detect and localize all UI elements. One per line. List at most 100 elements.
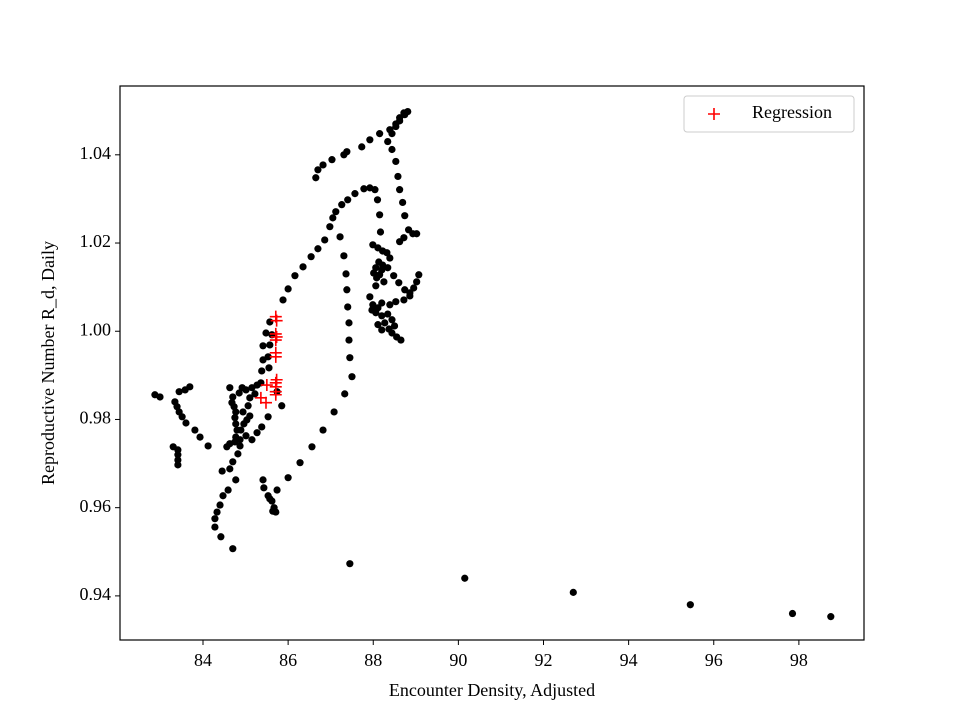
point [384,137,392,146]
point [351,190,359,198]
point [338,201,346,209]
point [279,296,287,304]
y-tick-label: 1.04 [80,143,112,163]
point [374,321,382,329]
plus-marker [270,330,283,343]
point [366,136,374,144]
point [358,143,366,151]
point [390,272,398,280]
point [314,245,322,253]
x-axis-label: Encounter Density, Adjusted [389,680,595,700]
point [156,393,164,401]
point [394,172,402,181]
point [264,353,272,361]
point [246,394,254,402]
y-tick-label: 0.98 [80,408,112,428]
point [248,436,256,444]
point [410,284,418,292]
point [178,413,186,421]
legend-label: Regression [752,102,832,122]
point [396,117,404,125]
point [232,420,240,428]
plus-marker [269,350,282,363]
point [226,384,234,392]
point [213,508,221,516]
point [383,249,391,257]
point [259,476,267,484]
point [251,390,259,398]
point [216,501,224,509]
point [296,459,304,467]
point [314,166,322,174]
point [242,386,250,394]
point [321,236,329,244]
point [273,486,281,494]
point [330,408,338,416]
point [308,443,316,451]
point [328,156,336,164]
point [278,402,286,410]
point [329,214,337,222]
point [381,319,389,327]
point [246,412,254,420]
point [218,467,226,475]
point [182,419,190,427]
point [344,196,352,204]
point [343,148,351,156]
plus-marker [259,396,272,409]
point [396,238,404,246]
point [406,289,414,297]
point [264,413,272,421]
point [231,414,239,422]
point [191,426,199,434]
point [788,609,797,618]
point [368,306,376,314]
point [388,130,396,138]
y-tick-label: 0.96 [80,496,112,516]
plus-marker [269,334,282,347]
plot-frame [119,85,865,641]
point [174,451,182,459]
point [396,186,404,194]
point [226,465,234,473]
plus-marker [270,373,283,386]
point [388,316,396,324]
point [827,613,835,621]
point [401,111,409,119]
point [186,383,194,391]
point [237,426,245,434]
point [372,282,380,290]
plus-marker [270,314,283,327]
point [319,426,327,434]
point [376,228,385,236]
point [376,211,384,219]
point [395,279,403,287]
point [384,264,392,272]
point [229,393,237,401]
point [392,157,400,166]
point [253,429,261,437]
point [259,342,267,350]
point [378,312,386,320]
point [380,278,388,286]
point [262,329,270,337]
point [232,476,240,484]
point [258,423,266,431]
point [269,507,277,515]
point [236,442,244,450]
legend-marker [708,108,720,120]
point [244,402,252,410]
x-tick-label: 98 [790,650,808,670]
point [461,574,469,582]
point [373,196,382,204]
point [346,560,354,568]
point [229,458,237,466]
point [342,270,350,278]
x-tick-label: 94 [620,650,638,670]
point [284,474,292,482]
point [242,432,250,440]
point [235,389,243,397]
point [384,310,392,318]
y-tick-label: 0.94 [80,584,112,604]
x-tick-label: 88 [364,650,382,670]
